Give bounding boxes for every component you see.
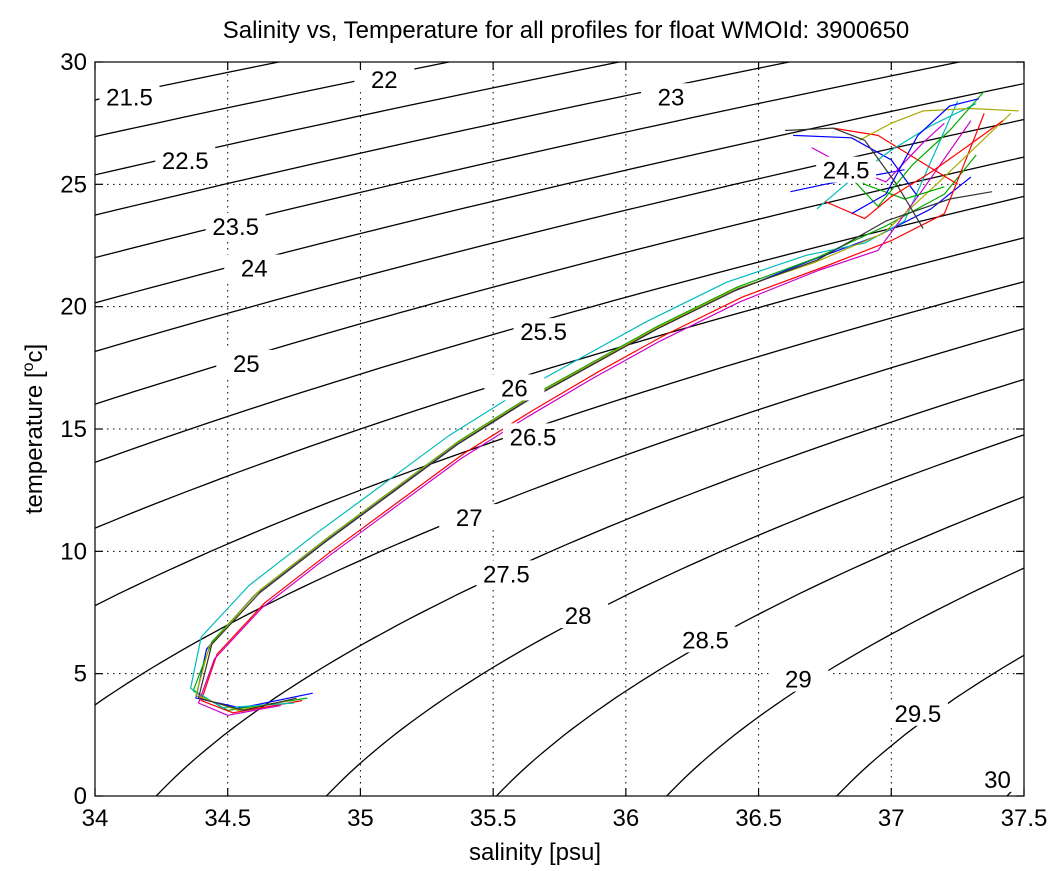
profile-line	[192, 154, 977, 712]
y-tick-label: 25	[60, 171, 87, 198]
profile-line	[843, 91, 985, 207]
profiles	[190, 91, 1019, 716]
x-tick-label: 37.5	[1001, 805, 1048, 832]
contour-label: 25.5	[520, 319, 567, 346]
contour-label-bg	[887, 699, 948, 726]
density-contour	[155, 378, 1024, 796]
contour-label-bg	[967, 765, 1028, 792]
contour-label-bg	[224, 254, 285, 281]
y-tick-label: 5	[74, 661, 87, 688]
profile-line	[816, 103, 977, 210]
contour-label-bg	[484, 374, 545, 401]
density-contour	[95, 195, 1024, 464]
x-tick-label: 36.5	[735, 805, 782, 832]
contour-label-bg	[99, 83, 160, 110]
contour-label-bg	[216, 349, 277, 376]
profile-line	[785, 127, 924, 229]
density-contour	[495, 496, 1024, 796]
contour-label-bg	[155, 146, 216, 173]
y-axis-label-sup: o	[20, 362, 37, 371]
contour-label-bg	[502, 423, 563, 450]
density-contour	[835, 654, 1024, 796]
contour-label-bg	[548, 601, 609, 628]
contour-label: 28.5	[682, 627, 729, 654]
profile-line	[859, 107, 1019, 141]
density-contour	[95, 156, 1024, 405]
contour-label: 30	[984, 767, 1011, 794]
x-tick-label: 35	[347, 805, 374, 832]
contour-label: 26.5	[510, 424, 557, 451]
density-contour	[95, 237, 1024, 529]
contour-label-bg	[675, 626, 736, 653]
chart-title: Salinity vs, Temperature for all profile…	[223, 17, 910, 44]
contour-label-bg	[476, 560, 537, 587]
profile-line	[832, 127, 958, 185]
profile-line	[200, 113, 985, 714]
y-axis-label-main: temperature [	[21, 371, 48, 514]
profile-line	[195, 176, 972, 709]
axis-ticks: 34 34.5 35 35.5 36 36.5 37 37.5 0 5 10 15 20 25 30	[60, 49, 1047, 832]
density-contour	[325, 434, 1024, 796]
contour-label: 27	[456, 505, 483, 532]
x-tick-label: 35.5	[470, 805, 517, 832]
y-tick-label: 15	[60, 416, 87, 443]
contour-label: 23.5	[212, 214, 259, 241]
density-contour	[95, 82, 1024, 304]
profile-line	[197, 120, 972, 716]
y-tick-label: 30	[60, 49, 87, 76]
contour-label: 29.5	[894, 701, 941, 728]
contour-label-bg	[205, 212, 266, 239]
contour-label: 25	[233, 351, 260, 378]
contour-label: 29	[785, 667, 812, 694]
contour-label-bg	[816, 156, 877, 183]
contour-label: 22.5	[162, 148, 209, 175]
profile-line	[197, 191, 993, 712]
contour-label-bg	[513, 318, 574, 345]
contour-labels: 21.5 22 22.5 23 23.5 24 24.5 25 25.5 26 26.5 27 27.5…	[99, 66, 1028, 794]
x-tick-label: 34	[82, 805, 109, 832]
contour-label-bg	[768, 665, 829, 692]
contour-label-bg	[640, 83, 701, 110]
y-tick-label: 20	[60, 294, 87, 321]
profile-line	[824, 120, 1004, 220]
x-tick-label: 34.5	[204, 805, 251, 832]
density-contour	[95, 62, 623, 176]
contour-label-bg	[354, 66, 415, 93]
y-tick-label: 0	[74, 783, 87, 810]
density-contour	[95, 118, 1024, 353]
contour-label: 27.5	[483, 561, 530, 588]
contour-label: 28	[565, 603, 592, 630]
y-tick-label: 10	[60, 538, 87, 565]
contour-label-bg	[439, 504, 500, 531]
profile-line	[195, 112, 1012, 712]
x-axis-label: salinity [psu]	[469, 839, 601, 866]
x-tick-label: 36	[613, 805, 640, 832]
contour-label: 21.5	[106, 84, 153, 111]
density-contour	[95, 327, 1024, 706]
x-tick-label: 37	[878, 805, 905, 832]
contour-label: 26	[501, 375, 528, 402]
density-contour	[95, 62, 963, 259]
y-axis-label-end: c]	[21, 344, 48, 363]
density-contour	[95, 62, 793, 216]
contour-label: 24.5	[823, 158, 870, 185]
profile-line	[851, 98, 980, 215]
contour-label: 23	[658, 84, 685, 111]
y-axis-label: temperature [oc]	[20, 344, 48, 514]
contour-label: 24	[241, 256, 268, 283]
contour-label: 22	[371, 67, 398, 94]
